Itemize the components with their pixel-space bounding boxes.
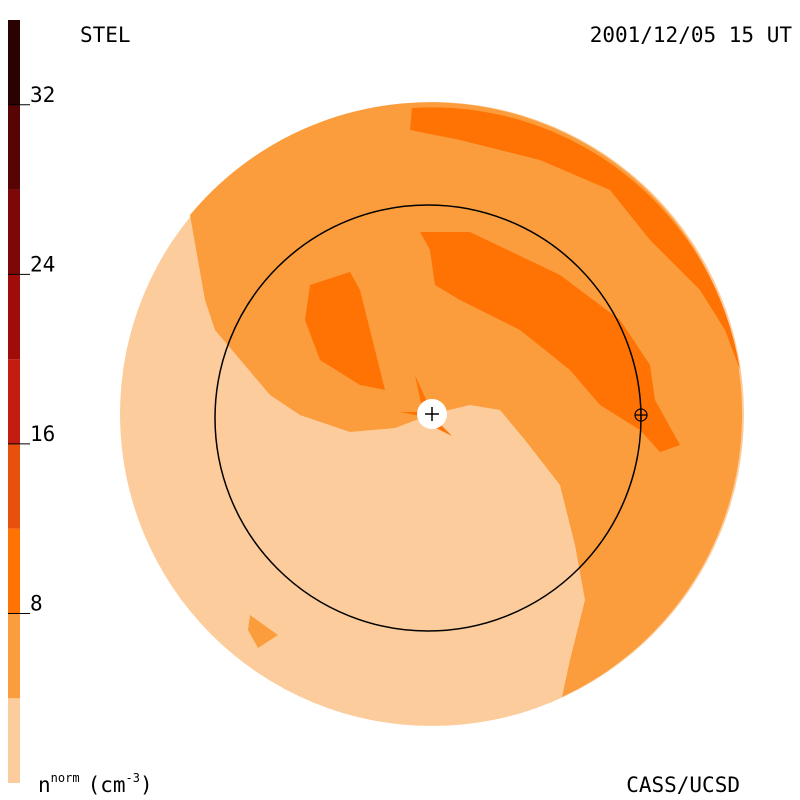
colorbar-band [8, 274, 20, 360]
label-sup: norm [51, 771, 80, 785]
colorbar-band [8, 359, 20, 444]
label-close: ) [140, 773, 153, 797]
earth-cross [635, 409, 647, 421]
colorbar-tick-label: 32 [30, 83, 55, 107]
sun-cross [425, 407, 439, 421]
colorbar-band [8, 443, 20, 529]
region-high [410, 107, 740, 371]
colorbar-tick-label: 16 [30, 422, 55, 446]
credit: CASS/UCSD [626, 773, 740, 797]
colorbar-band [8, 698, 20, 783]
colorbar-band [8, 528, 20, 614]
density-map [120, 102, 744, 726]
label-unit-sup: -3 [126, 771, 140, 785]
label-unit: (cm [88, 773, 126, 797]
colorbar-label: nnorm (cm-3) [38, 771, 153, 797]
colorbar-band [8, 189, 20, 275]
title: STEL [80, 23, 131, 47]
colorbar-tick-label: 8 [30, 591, 43, 615]
colorbar-band [8, 613, 20, 699]
region-mid [248, 615, 278, 648]
subtitle: 2001/12/05 15 UT [590, 23, 793, 47]
label-base: n [38, 773, 51, 797]
region-high [305, 272, 385, 390]
colorbar-tick-label: 24 [30, 252, 55, 276]
colorbar-band [8, 20, 20, 105]
region-mid [190, 102, 743, 698]
region-high [420, 232, 680, 452]
colorbar-band [8, 104, 20, 190]
